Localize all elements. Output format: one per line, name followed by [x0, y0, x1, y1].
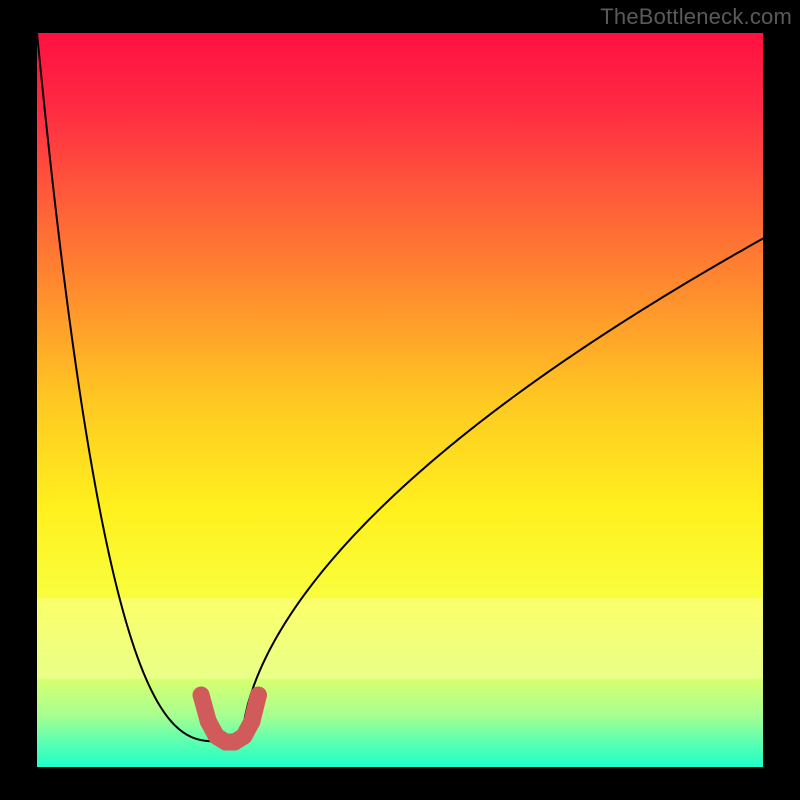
watermark-text: TheBottleneck.com — [600, 4, 792, 30]
chart-container: TheBottleneck.com — [0, 0, 800, 800]
bottleneck-chart — [0, 0, 800, 800]
